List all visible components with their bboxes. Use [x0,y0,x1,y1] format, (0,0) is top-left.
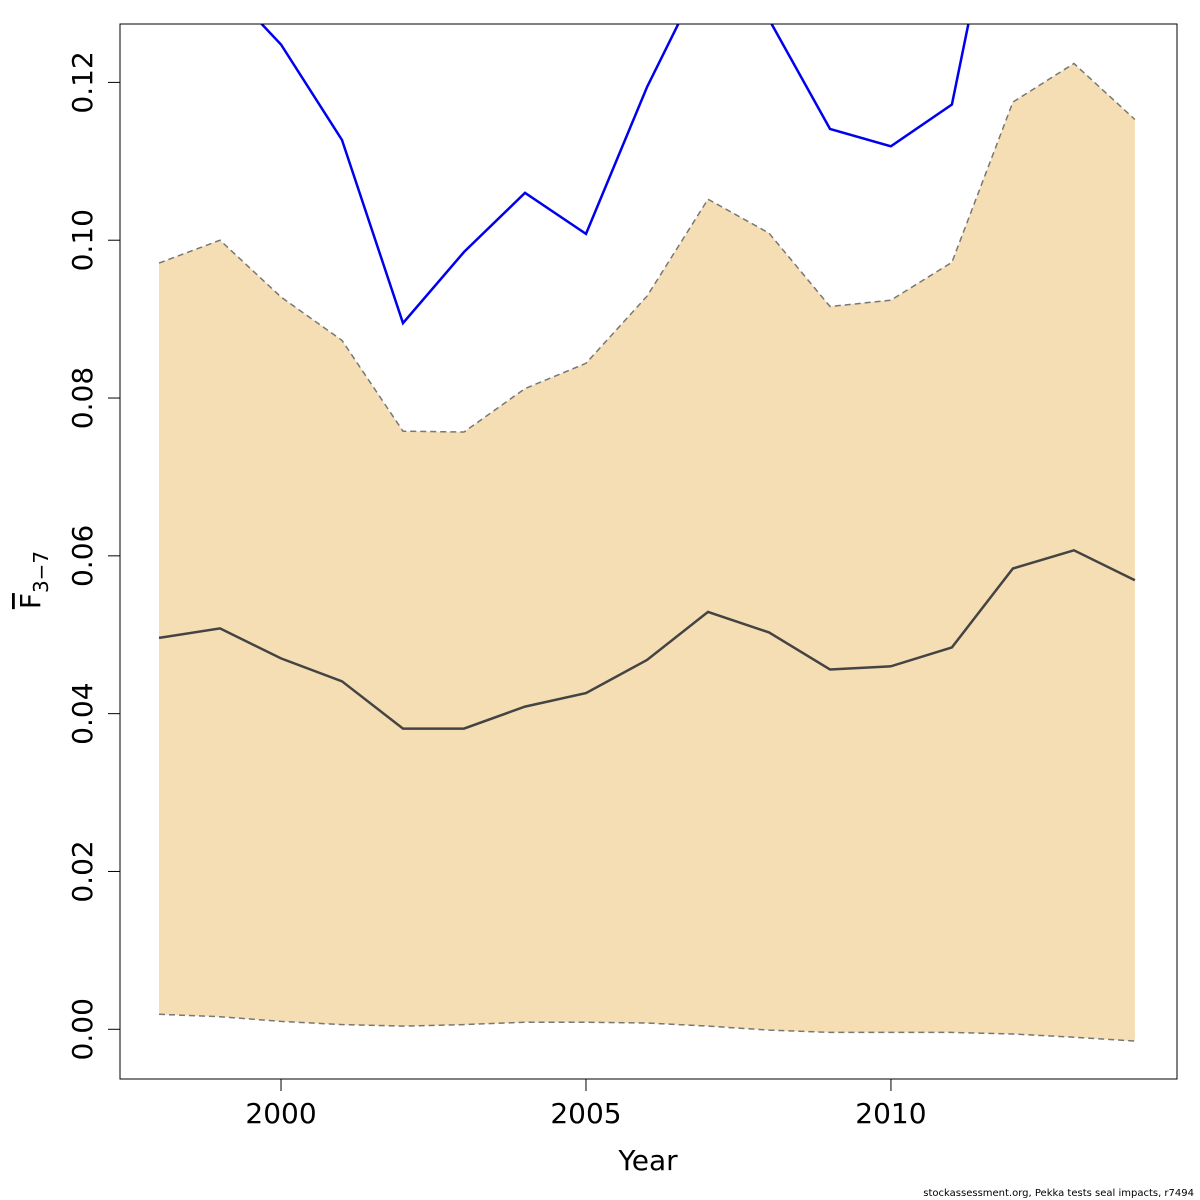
y-axis-label: F3−7 [14,551,53,609]
y-label-main: F [14,593,47,609]
y-tick-label: 0.04 [66,682,99,744]
x-axis-label: Year [617,1144,678,1177]
y-tick-label: 0.00 [66,998,99,1060]
y-tick-label: 0.10 [66,209,99,271]
footnote: stockassessment.org, Pekka tests seal im… [923,1188,1194,1199]
y-tick-label: 0.08 [66,367,99,429]
y-tick-label: 0.12 [66,51,99,113]
data-line [259,24,970,326]
y-tick-label: 0.06 [66,525,99,587]
x-tick-label: 2005 [550,1097,621,1130]
data-line [158,548,1136,730]
x-tick-label: 2000 [245,1097,316,1130]
confidence-band [159,63,1135,1042]
plot-frame [119,23,1178,1080]
plot-area [158,24,1136,1042]
y-label-subscript: 3−7 [29,551,53,593]
y-tick-label: 0.02 [66,840,99,902]
band-upper [158,62,1136,433]
band-lower [158,1013,1135,1042]
x-tick-label: 2010 [855,1097,926,1130]
